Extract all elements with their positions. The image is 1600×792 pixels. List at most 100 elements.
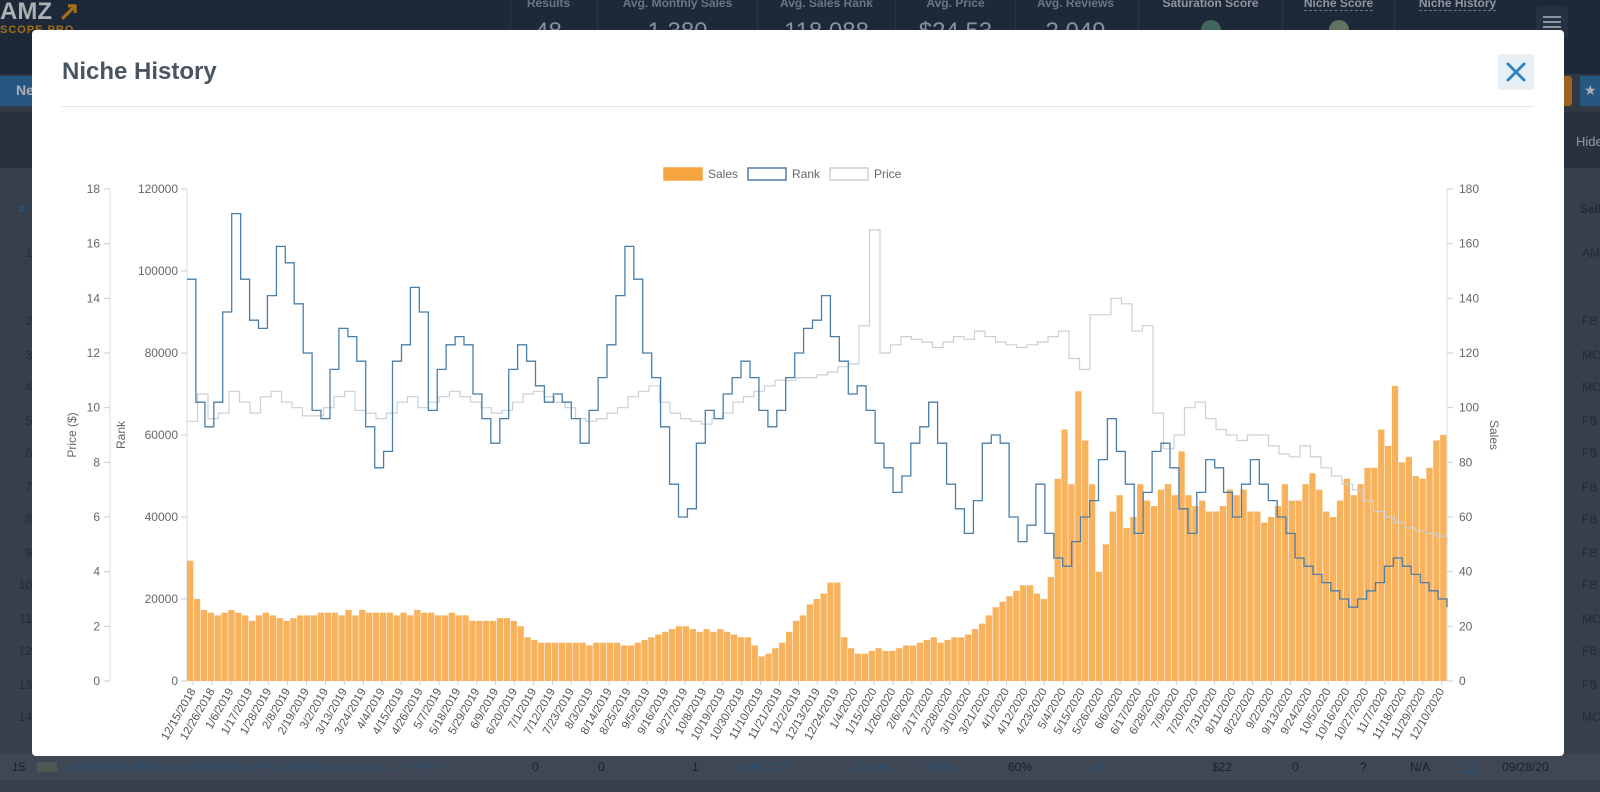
sales-bar <box>682 626 690 681</box>
price-series-line <box>187 229 1448 545</box>
sales-bar <box>297 615 304 681</box>
price-tick-label: 6 <box>93 510 100 524</box>
revenue: $22 <box>1212 760 1233 774</box>
stat-label: Niche History <box>1418 0 1497 11</box>
rank-tick-label: 40000 <box>145 510 179 524</box>
sales-bar <box>1006 596 1013 681</box>
sales-bar <box>462 615 469 681</box>
column-header-number[interactable]: # <box>18 202 25 216</box>
sales-bar <box>978 623 986 681</box>
sales-bar <box>937 642 944 681</box>
sales-bar <box>1137 484 1144 681</box>
sales-bar <box>875 648 882 681</box>
sales-bar <box>1385 445 1392 681</box>
sales-bar <box>620 645 628 681</box>
sales-bar <box>1075 391 1082 681</box>
sales-bar <box>1054 478 1061 681</box>
row-seller: AM <box>1582 246 1600 260</box>
score-link[interactable]: 53 <box>1462 760 1476 774</box>
sales-tick-label: 80 <box>1459 455 1473 469</box>
zero-value: 0 <box>1292 760 1299 774</box>
row-number: 4 <box>25 380 32 394</box>
sales-bar <box>944 640 951 681</box>
help-icon[interactable]: ? <box>1360 760 1367 774</box>
sales-tick-label: 140 <box>1459 291 1479 305</box>
sales-bar <box>696 631 703 681</box>
sales-bar <box>689 629 696 681</box>
table-row[interactable]: 15 Lunarable Modern Computer Mouse Pad, … <box>0 754 1600 780</box>
sales-bar <box>703 629 710 681</box>
sales-bar <box>958 637 965 681</box>
rank-series-line <box>187 212 1448 608</box>
star-icon[interactable]: ★ <box>1580 76 1600 106</box>
sales-bar <box>290 618 297 681</box>
stat-label: Results <box>526 0 571 10</box>
sales-bar <box>414 609 421 681</box>
legend-label-rank: Rank <box>792 167 821 181</box>
sales-bar <box>345 609 352 681</box>
row-number: 7 <box>25 480 32 494</box>
rank-axis-title: Rank <box>114 420 128 449</box>
sales-bar <box>1185 495 1192 681</box>
sales-bar <box>427 612 435 681</box>
sales-bar <box>806 604 813 681</box>
rank-tick-label: 120000 <box>138 182 178 196</box>
box-value[interactable]: 0 <box>598 760 605 774</box>
sales-bar <box>1343 478 1351 681</box>
row-seller: FB <box>1582 546 1598 560</box>
sales-bar <box>434 615 442 681</box>
sales-bar <box>985 615 992 681</box>
sales-bar <box>1013 590 1020 681</box>
sales-bar <box>889 650 896 681</box>
rank-tick-label: 60000 <box>145 428 179 442</box>
row-seller: FB <box>1582 512 1598 526</box>
row-number: 3 <box>25 348 32 362</box>
sales-bar <box>1350 495 1357 681</box>
sales-bar <box>1254 511 1261 681</box>
sales-bar <box>1274 506 1282 681</box>
row-seller: MC <box>1582 380 1600 394</box>
price-tick-label: 14 <box>87 291 101 305</box>
price-tick-label: 0 <box>93 674 100 688</box>
product-thumbnail[interactable] <box>37 762 57 772</box>
stat-niche-history[interactable]: Niche History <box>1394 0 1520 40</box>
sales-bar <box>510 620 517 681</box>
sales-bar <box>1150 506 1158 681</box>
sales-bar <box>903 645 910 681</box>
sales-bar <box>1027 585 1034 681</box>
box-value[interactable]: 0 <box>532 760 539 774</box>
sales-bar <box>820 593 827 681</box>
sales-bar <box>1391 385 1399 681</box>
sales-bar <box>627 645 634 681</box>
sales-bar <box>1130 517 1137 681</box>
sales-bar <box>1433 440 1440 681</box>
hide-button[interactable]: Hide <box>1576 134 1600 149</box>
sales-bar <box>207 612 214 681</box>
price: $21.99 <box>852 760 889 774</box>
sales-bar <box>476 620 483 681</box>
row-number: 15 <box>12 760 26 774</box>
sales-bar <box>531 640 538 681</box>
new-button[interactable]: Ne <box>0 76 36 106</box>
column-header-seller[interactable]: Sell <box>1580 202 1600 216</box>
price-tick-label: 18 <box>87 182 101 196</box>
sales-bar <box>792 620 800 681</box>
na-value: N/A <box>1410 760 1431 774</box>
sales-bar <box>517 626 524 681</box>
sales-bar <box>675 626 683 681</box>
sales-bar <box>593 642 600 681</box>
row-number: 5 <box>25 414 32 428</box>
sales-tick-label: 60 <box>1459 510 1473 524</box>
row-seller: MC <box>1582 348 1600 362</box>
sales-bar <box>400 612 407 681</box>
sales-bar <box>1398 462 1406 681</box>
brand-link[interactable]: Lunarable <box>394 760 443 772</box>
sales-bar <box>304 615 311 681</box>
sales-bar <box>1033 593 1041 681</box>
sales-bar <box>999 601 1006 681</box>
product-title-link[interactable]: Lunarable Modern Computer Mouse Pad, Per… <box>62 760 390 774</box>
niche-history-chart: Sales Rank Price02468101214161802000040000… <box>65 167 1501 742</box>
close-button[interactable] <box>1498 54 1534 90</box>
reviews: <5 <box>1092 760 1106 774</box>
sales-bar <box>861 653 869 681</box>
